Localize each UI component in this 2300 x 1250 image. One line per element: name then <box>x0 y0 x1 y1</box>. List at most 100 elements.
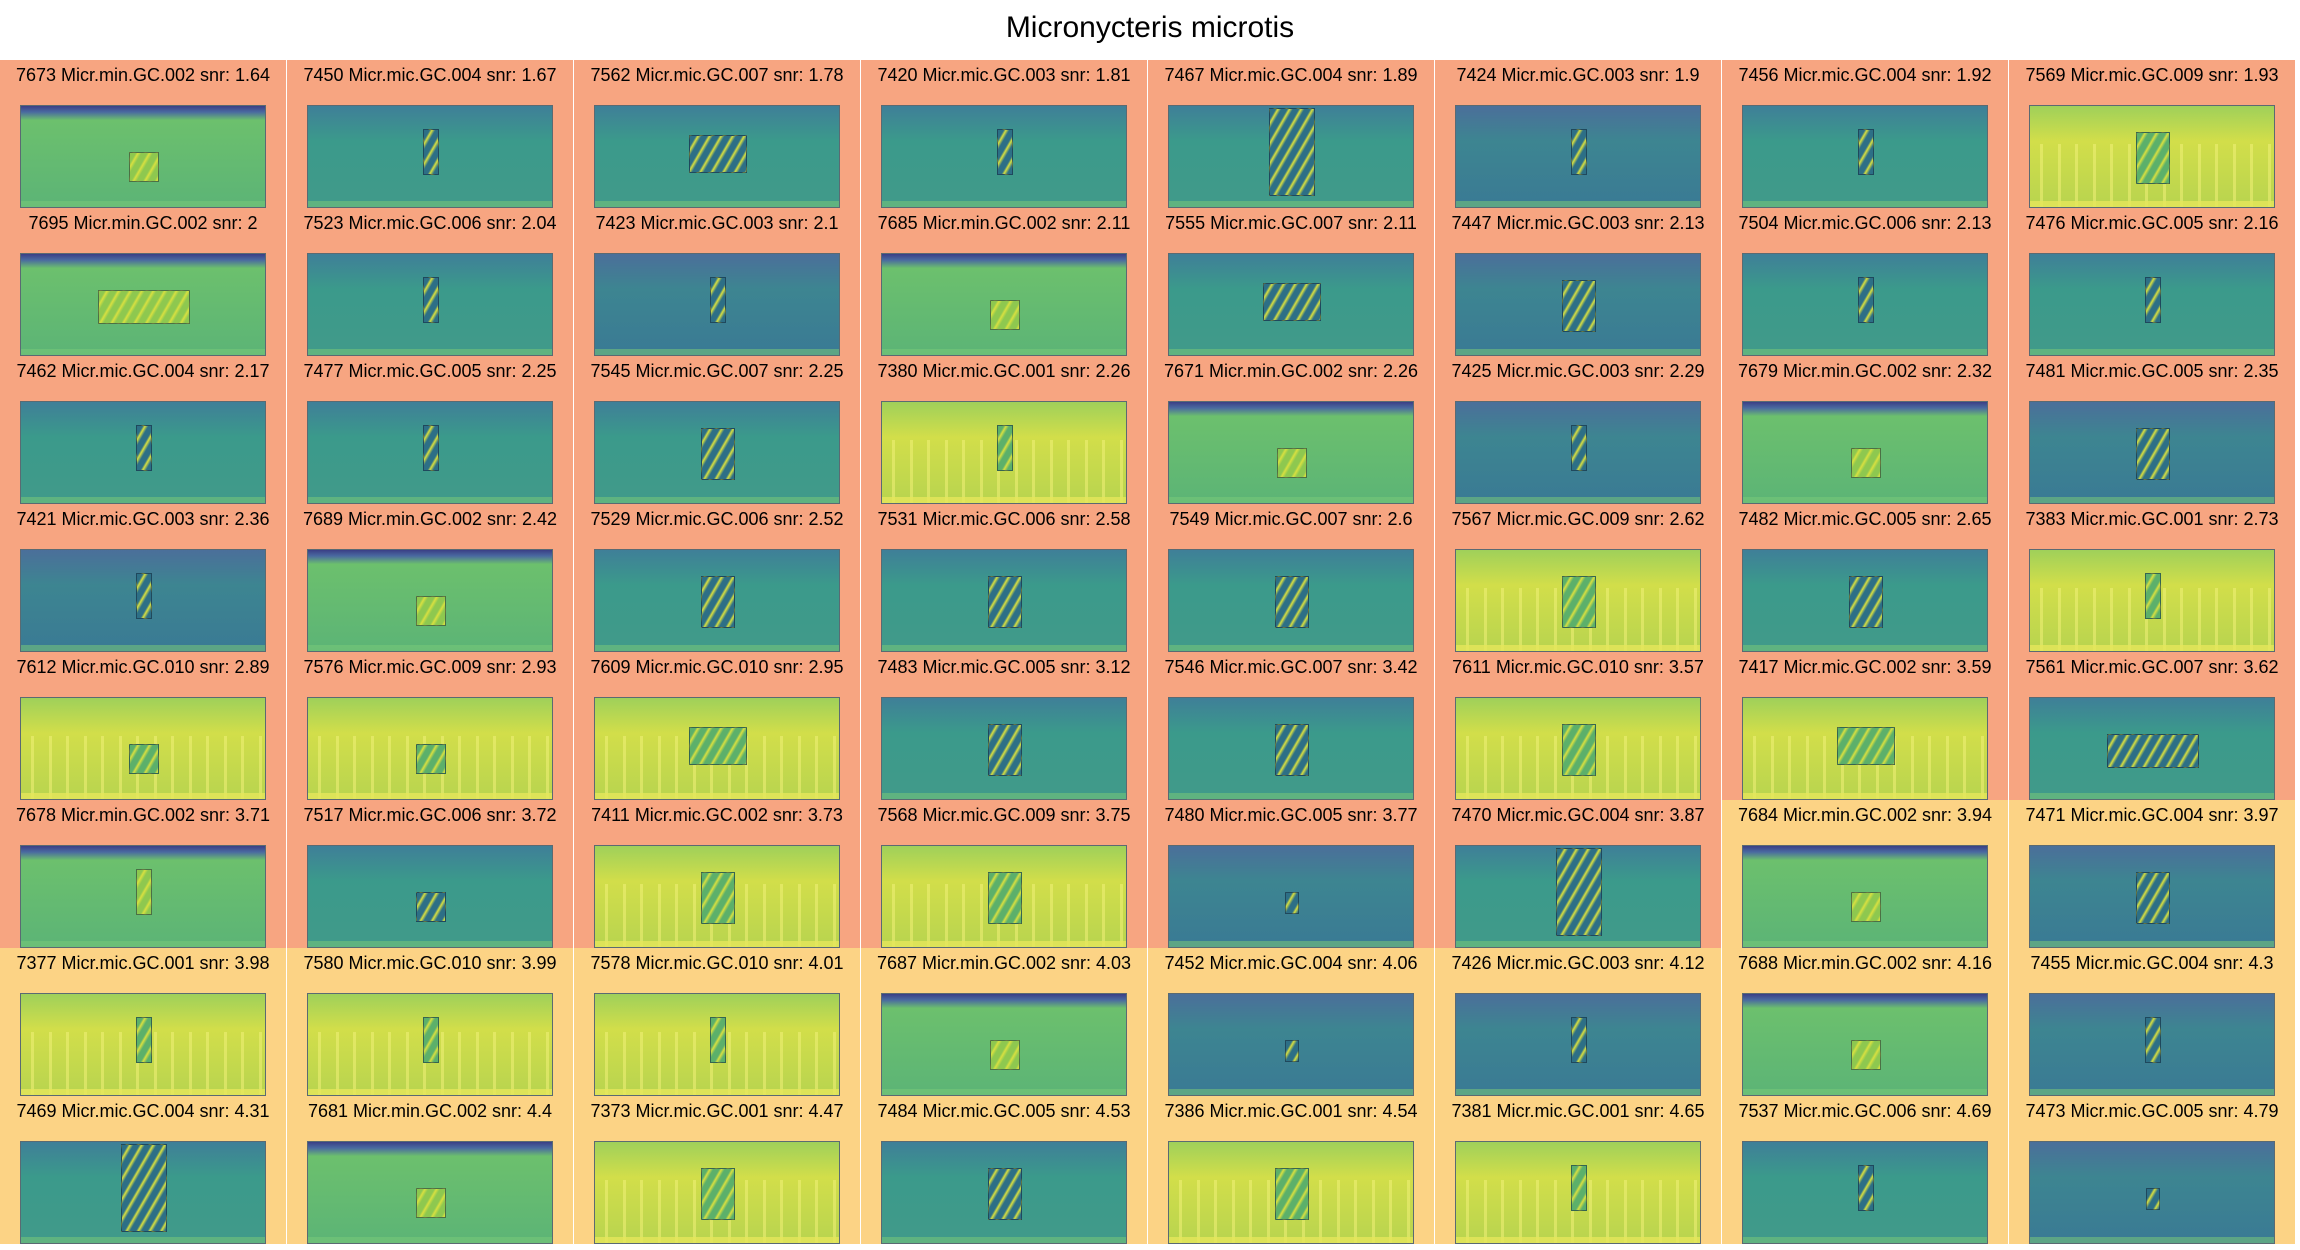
noise-stripe <box>1693 588 1697 651</box>
spectrogram-panel: 7423 Micr.mic.GC.003 snr: 2.1 <box>574 208 860 356</box>
panel-title: 7689 Micr.min.GC.002 snr: 2.42 <box>302 509 558 529</box>
low-frequency-band <box>308 1237 552 1243</box>
call-detection-box <box>1851 1040 1881 1070</box>
spectrogram-panel: 7673 Micr.min.GC.002 snr: 1.64 <box>0 60 286 208</box>
panel-title: 7523 Micr.mic.GC.006 snr: 2.04 <box>303 213 557 233</box>
noise-stripe <box>545 1032 549 1095</box>
spectrogram-panel: 7687 Micr.min.GC.002 snr: 4.03 <box>861 948 1147 1096</box>
noise-stripe <box>241 736 244 799</box>
spectrogram-image <box>307 253 553 356</box>
noise-stripe <box>335 736 339 799</box>
spectrogram-image <box>20 549 266 652</box>
noise-stripe <box>2215 144 2218 207</box>
noise-stripe <box>458 736 461 799</box>
noise-stripe <box>927 884 930 947</box>
panel-title: 7450 Micr.mic.GC.004 snr: 1.67 <box>303 65 557 85</box>
panel-title: 7529 Micr.mic.GC.006 snr: 2.52 <box>590 509 844 529</box>
low-frequency-band <box>882 201 1126 207</box>
noise-stripe <box>1693 1180 1697 1243</box>
noise-stripe <box>188 1032 192 1095</box>
noise-stripe <box>1553 1180 1557 1243</box>
call-detection-box <box>701 1168 735 1220</box>
spectrogram-panel: 7529 Micr.mic.GC.006 snr: 2.52 <box>574 504 860 652</box>
call-detection-box <box>1275 576 1309 628</box>
low-frequency-band <box>1169 349 1413 355</box>
panel-title: 7517 Micr.mic.GC.006 snr: 3.72 <box>303 805 557 825</box>
low-frequency-band <box>2030 1237 2274 1243</box>
noise-stripe <box>815 1032 818 1095</box>
call-detection-box <box>988 724 1022 776</box>
noise-stripe <box>1466 588 1469 651</box>
low-frequency-band <box>308 201 552 207</box>
spectrogram-panel: 7562 Micr.mic.GC.007 snr: 1.78 <box>574 60 860 208</box>
spectrogram-image <box>2029 993 2275 1096</box>
noise-stripe <box>640 1032 643 1095</box>
spectrogram-image <box>20 1141 266 1244</box>
noise-stripe <box>1676 588 1679 651</box>
panel-title: 7562 Micr.mic.GC.007 snr: 1.78 <box>590 65 844 85</box>
panel-title: 7426 Micr.mic.GC.003 snr: 4.12 <box>1451 953 1705 973</box>
noise-stripe <box>136 1032 139 1095</box>
low-frequency-band <box>21 645 265 651</box>
panel-title: 7673 Micr.min.GC.002 snr: 1.64 <box>15 65 271 85</box>
panel-title: 7549 Micr.mic.GC.007 snr: 2.6 <box>1169 509 1413 529</box>
spectrogram-panel: 7380 Micr.mic.GC.001 snr: 2.26 <box>861 356 1147 504</box>
panel-title: 7481 Micr.mic.GC.005 snr: 2.35 <box>2025 361 2279 381</box>
spectrogram-panel: 7517 Micr.mic.GC.006 snr: 3.72 <box>287 800 573 948</box>
noise-stripe <box>1501 588 1504 651</box>
spectrogram-panel: 7611 Micr.mic.GC.010 snr: 3.57 <box>1435 652 1721 800</box>
noise-stripe <box>657 1032 661 1095</box>
low-frequency-band <box>2030 941 2274 947</box>
noise-stripe <box>745 1032 748 1095</box>
noise-stripe <box>675 736 678 799</box>
noise-stripe <box>1875 736 1879 799</box>
noise-stripe <box>335 1032 339 1095</box>
noise-stripe <box>1641 736 1644 799</box>
spectrogram-image <box>594 105 840 208</box>
low-frequency-band <box>1169 793 1413 799</box>
spectrogram-panel: 7569 Micr.mic.GC.009 snr: 1.93 <box>2009 60 2295 208</box>
noise-stripe <box>528 736 531 799</box>
noise-stripe <box>780 1032 783 1095</box>
noise-stripe <box>2232 144 2236 207</box>
noise-stripe <box>1753 736 1756 799</box>
noise-stripe <box>762 1180 766 1243</box>
low-frequency-band <box>1456 1237 1700 1243</box>
noise-stripe <box>1501 1180 1504 1243</box>
noise-stripe <box>762 884 766 947</box>
spectrogram-panel: 7546 Micr.mic.GC.007 snr: 3.42 <box>1148 652 1434 800</box>
spectrogram-panel: 7383 Micr.mic.GC.001 snr: 2.73 <box>2009 504 2295 652</box>
grid-row: 7695 Micr.min.GC.002 snr: 2 7523 Micr.mic… <box>0 208 2300 356</box>
spectrogram-image <box>20 845 266 948</box>
spectrogram-image <box>881 993 1127 1096</box>
noise-stripe <box>440 1032 444 1095</box>
noise-stripe <box>48 736 52 799</box>
low-frequency-band <box>595 645 839 651</box>
spectrogram-panel: 7580 Micr.mic.GC.010 snr: 3.99 <box>287 948 573 1096</box>
spectrogram-panel: 7471 Micr.mic.GC.004 snr: 3.97 <box>2009 800 2295 948</box>
low-frequency-band <box>1169 645 1413 651</box>
noise-stripe <box>780 736 783 799</box>
spectrogram-panel: 7420 Micr.mic.GC.003 snr: 1.81 <box>861 60 1147 208</box>
spectrogram-panel: 7504 Micr.mic.GC.006 snr: 2.13 <box>1722 208 2008 356</box>
noise-stripe <box>118 736 122 799</box>
noise-stripe <box>493 1032 496 1095</box>
spectrogram-image <box>20 993 266 1096</box>
panel-title: 7469 Micr.mic.GC.004 snr: 4.31 <box>16 1101 270 1121</box>
noise-stripe <box>640 1180 643 1243</box>
spectrogram-panel: 7447 Micr.mic.GC.003 snr: 2.13 <box>1435 208 1721 356</box>
panel-title: 7470 Micr.mic.GC.004 snr: 3.87 <box>1451 805 1705 825</box>
spectrogram-image <box>1742 845 1988 948</box>
spectrogram-image <box>1742 993 1988 1096</box>
low-frequency-band <box>308 497 552 503</box>
low-frequency-band <box>882 349 1126 355</box>
call-detection-box <box>1571 425 1587 471</box>
low-frequency-band <box>308 1089 552 1095</box>
noise-stripe <box>1518 736 1522 799</box>
spectrogram-panel: 7578 Micr.mic.GC.010 snr: 4.01 <box>574 948 860 1096</box>
noise-stripe <box>1067 884 1070 947</box>
noise-stripe <box>1119 884 1123 947</box>
noise-stripe <box>1466 736 1469 799</box>
spectrogram-image <box>1168 401 1414 504</box>
spectrogram-panel: 7373 Micr.mic.GC.001 snr: 4.47 <box>574 1096 860 1244</box>
